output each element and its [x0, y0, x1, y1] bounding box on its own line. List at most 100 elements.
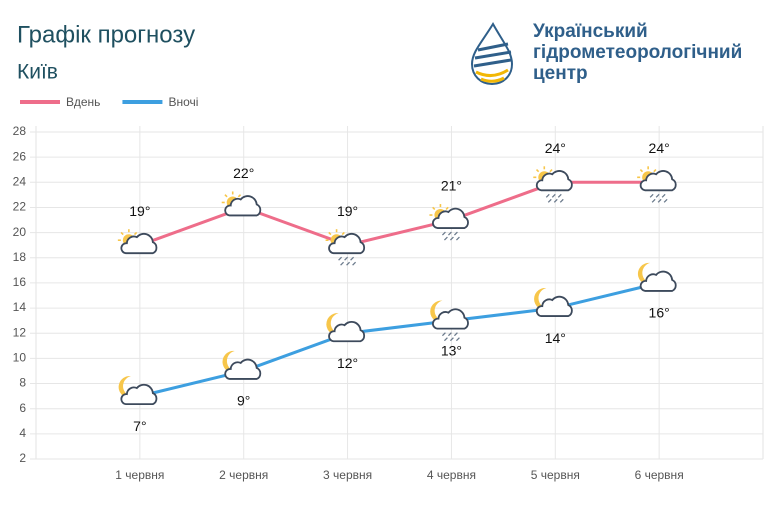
y-tick-label: 10 — [13, 351, 27, 365]
rain — [449, 236, 454, 241]
rain — [350, 256, 355, 261]
city: Київ — [17, 61, 58, 84]
rain — [453, 231, 458, 236]
cloud — [639, 170, 677, 192]
cloud — [535, 170, 573, 192]
cloud — [432, 207, 469, 229]
weather-icon — [637, 262, 677, 292]
sun-ray — [328, 231, 332, 236]
sun-ray — [224, 194, 228, 198]
weather-icon — [325, 229, 365, 266]
value-label: 12° — [337, 355, 358, 371]
value-label: 19° — [129, 203, 150, 219]
value-label: 13° — [441, 342, 462, 358]
title: Графік прогнозу — [17, 21, 195, 48]
rain — [547, 198, 552, 203]
sun-ray — [120, 231, 124, 236]
x-tick-label: 5 червня — [531, 468, 580, 482]
y-tick-label: 18 — [13, 250, 27, 264]
y-tick-label: 14 — [13, 300, 27, 314]
weather-icon — [118, 376, 158, 406]
value-label: 9° — [237, 393, 250, 409]
value-label: 7° — [133, 418, 146, 434]
moon — [637, 262, 656, 285]
rain — [657, 198, 662, 203]
moon — [534, 288, 552, 311]
rain — [449, 337, 454, 342]
cloud — [432, 308, 469, 330]
rain — [441, 231, 446, 236]
cloud — [535, 295, 573, 317]
rain — [455, 236, 460, 241]
rain — [651, 198, 656, 203]
rain — [340, 261, 345, 266]
y-tick-label: 8 — [19, 376, 26, 390]
rain — [344, 256, 349, 261]
sun-ray — [432, 206, 436, 210]
sun-ray — [237, 194, 242, 198]
cloud — [224, 195, 262, 217]
sun-ray — [445, 206, 449, 210]
y-tick-label: 12 — [13, 325, 27, 339]
rain — [559, 198, 564, 203]
rain — [553, 198, 558, 203]
legend-label: Вдень — [66, 95, 100, 109]
rain — [655, 193, 660, 198]
legend-label: Вночі — [168, 95, 198, 109]
y-tick-label: 6 — [19, 401, 26, 415]
weather-icon — [222, 350, 262, 380]
rain — [447, 231, 452, 236]
x-tick-label: 1 червня — [115, 468, 164, 482]
y-tick-label: 26 — [13, 149, 27, 163]
org-name: центр — [533, 63, 588, 84]
y-tick-label: 16 — [13, 275, 27, 289]
sun-ray — [133, 231, 138, 236]
y-tick-label: 24 — [13, 174, 27, 188]
weather-icon — [429, 204, 469, 241]
value-label: 19° — [337, 203, 358, 219]
x-tick-label: 6 червня — [635, 468, 684, 482]
logo — [470, 22, 514, 86]
rain — [453, 332, 458, 337]
weather-icon — [326, 313, 365, 343]
y-tick-label: 28 — [13, 124, 27, 138]
weather-icon — [637, 166, 677, 203]
rain — [551, 193, 556, 198]
rain — [663, 198, 668, 203]
value-label: 24° — [545, 140, 566, 156]
value-label: 24° — [649, 140, 670, 156]
y-tick-label: 2 — [19, 451, 26, 465]
cloud — [328, 321, 365, 343]
cloud — [639, 270, 677, 292]
sun-ray — [653, 168, 657, 173]
value-label: 14° — [545, 330, 566, 346]
value-label: 22° — [233, 165, 254, 181]
rain — [443, 236, 448, 241]
x-tick-label: 3 червня — [323, 468, 372, 482]
sun-ray — [549, 168, 553, 173]
org-name: Український — [533, 21, 648, 42]
rain — [661, 193, 666, 198]
series-line — [139, 281, 660, 398]
series-line — [139, 180, 660, 247]
cloud — [328, 232, 365, 255]
weather-icon — [533, 166, 573, 203]
y-tick-label: 20 — [13, 225, 27, 239]
rain — [545, 193, 550, 198]
moon — [430, 300, 448, 323]
cloud — [120, 232, 158, 255]
y-tick-label: 22 — [13, 200, 27, 214]
x-tick-label: 2 червня — [219, 468, 268, 482]
moon — [118, 376, 136, 399]
y-tick-label: 4 — [19, 426, 26, 440]
moon — [326, 313, 344, 336]
sun-ray — [639, 168, 644, 173]
rain — [352, 261, 357, 266]
weather-icon — [117, 229, 158, 255]
rain — [443, 337, 448, 342]
value-label: 21° — [441, 178, 462, 194]
x-tick-label: 4 червня — [427, 468, 476, 482]
moon — [222, 350, 240, 373]
rain — [447, 332, 452, 337]
